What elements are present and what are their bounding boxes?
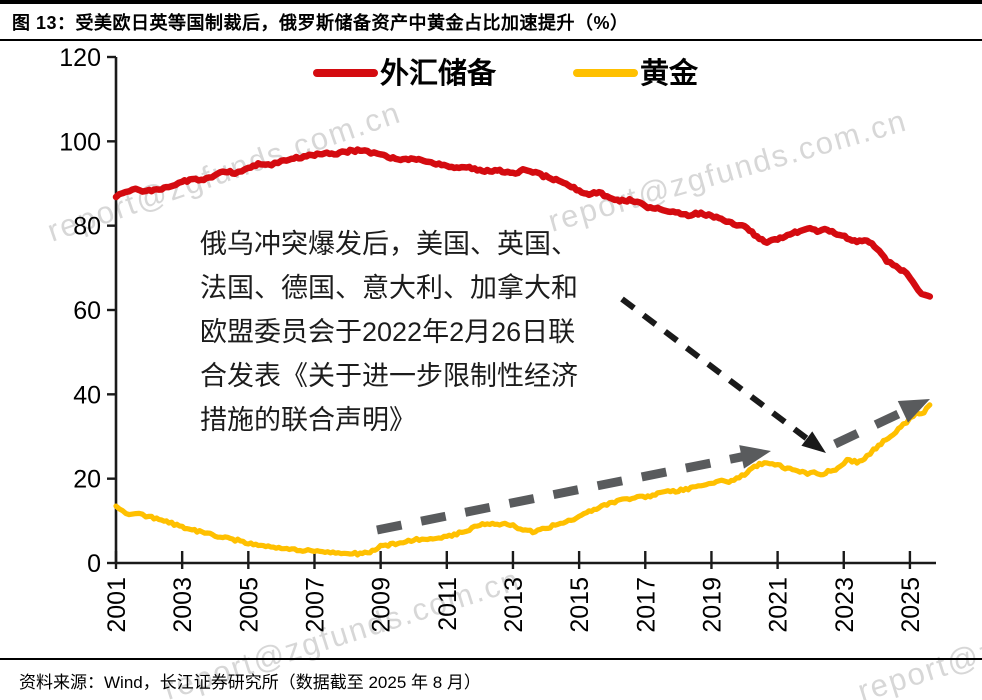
axis-layer: 0 20 40 60 80 100 120 2001 2003 2005 2007 2009 2011 2… [59,44,936,633]
x-tick-label: 2001 [103,577,131,633]
legend-label-gold: 黄金 [640,56,699,90]
annotation-line: 法国、德国、意大利、加拿大和 [200,273,578,303]
fx-reserves-line [112,146,934,300]
x-tick-label: 2011 [434,577,462,631]
title-underline [0,39,982,41]
sanctions-annotation: 俄乌冲突爆发后，美国、英国、 法国、德国、意大利、加拿大和 欧盟委员会于2022… [200,222,578,442]
y-tick-label: 40 [73,381,101,409]
y-tick-label: 80 [73,213,101,241]
y-tick-label: 120 [59,44,101,72]
x-tick-label: 2025 [897,577,925,633]
annotation-line: 合发表《关于进一步限制性经济 [200,361,578,391]
annotation-line: 俄乌冲突爆发后，美国、英国、 [200,229,578,259]
watermark-text: report@zgfunds.com.cn [544,103,911,239]
x-tick-label: 2005 [235,577,263,633]
legend-label-fx-reserves: 外汇储备 [380,57,497,90]
x-tick-label: 2003 [169,577,197,633]
y-tick-label: 0 [87,550,101,578]
x-tick-label: 2013 [500,577,528,633]
figure-title: 图 13：受美欧日英等国制裁后，俄罗斯储备资产中黄金占比加速提升（%） [12,13,629,33]
gold-trend-arrow-2-head [897,399,930,423]
gold-trend-arrow-1 [376,451,749,535]
x-tick-label: 2023 [831,577,859,633]
sanctions-pointer-arrow-head [801,431,826,453]
x-tick-label: 2019 [698,577,726,633]
x-tick-label: 2015 [566,577,594,633]
chart-legend: 外汇储备 黄金 [313,56,699,90]
footer-rule [0,658,982,660]
gold-trend-arrow-2 [833,405,911,449]
x-tick-label: 2009 [368,577,396,633]
series-layer [112,146,934,558]
annotation-line: 措施的联合声明》 [200,405,416,435]
y-tick-label: 100 [59,128,101,156]
x-tick-label: 2007 [301,577,329,633]
x-tick-label: 2021 [765,577,793,633]
x-tick-label: 2017 [632,577,660,633]
figure-top-border [0,0,982,4]
sanctions-pointer-arrow [620,296,813,444]
annotation-line: 欧盟委员会于2022年2月26日联 [200,317,576,347]
y-tick-label: 20 [73,466,101,494]
gold-share-line [113,402,933,558]
y-tick-label: 60 [73,297,101,325]
gold-trend-arrow-1-head [739,445,771,469]
source-note: 资料来源：Wind，长江证券研究所（数据截至 2025 年 8 月） [19,673,481,692]
arrow-layer [376,296,930,535]
